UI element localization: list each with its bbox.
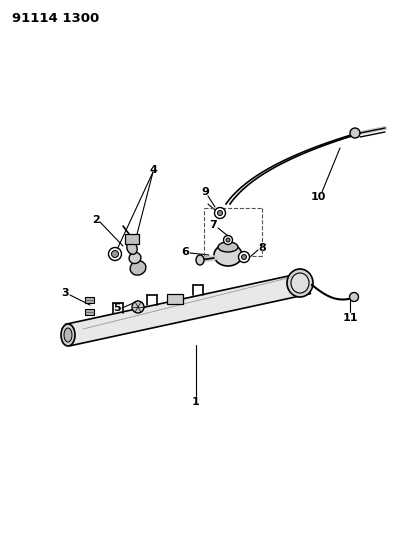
- Ellipse shape: [291, 273, 309, 293]
- Circle shape: [350, 128, 360, 138]
- Text: 3: 3: [61, 288, 69, 298]
- Text: 6: 6: [181, 247, 189, 257]
- Text: 11: 11: [342, 313, 358, 323]
- Text: 4: 4: [149, 165, 157, 175]
- Circle shape: [350, 293, 358, 302]
- Text: 5: 5: [113, 303, 121, 313]
- Text: 91114 1300: 91114 1300: [12, 12, 99, 25]
- Circle shape: [217, 211, 223, 215]
- Circle shape: [215, 207, 225, 219]
- Circle shape: [241, 254, 247, 260]
- Circle shape: [109, 247, 122, 261]
- Text: 8: 8: [258, 243, 266, 253]
- Ellipse shape: [214, 244, 242, 266]
- Text: 2: 2: [92, 215, 100, 225]
- Text: 9: 9: [201, 187, 209, 197]
- Text: 10: 10: [310, 192, 326, 202]
- FancyBboxPatch shape: [85, 309, 94, 315]
- FancyBboxPatch shape: [85, 297, 94, 303]
- Polygon shape: [66, 272, 310, 346]
- Ellipse shape: [61, 324, 75, 346]
- Ellipse shape: [196, 255, 204, 265]
- Circle shape: [226, 238, 230, 242]
- Circle shape: [132, 301, 144, 313]
- Ellipse shape: [127, 241, 137, 254]
- Circle shape: [111, 251, 119, 257]
- FancyBboxPatch shape: [167, 294, 183, 304]
- FancyBboxPatch shape: [125, 234, 139, 244]
- Text: 7: 7: [209, 220, 217, 230]
- Ellipse shape: [129, 253, 141, 263]
- Ellipse shape: [130, 261, 146, 275]
- Text: 1: 1: [192, 397, 200, 407]
- Circle shape: [223, 236, 233, 245]
- Ellipse shape: [64, 328, 72, 342]
- Circle shape: [239, 252, 249, 262]
- Ellipse shape: [287, 269, 313, 297]
- Ellipse shape: [218, 242, 238, 252]
